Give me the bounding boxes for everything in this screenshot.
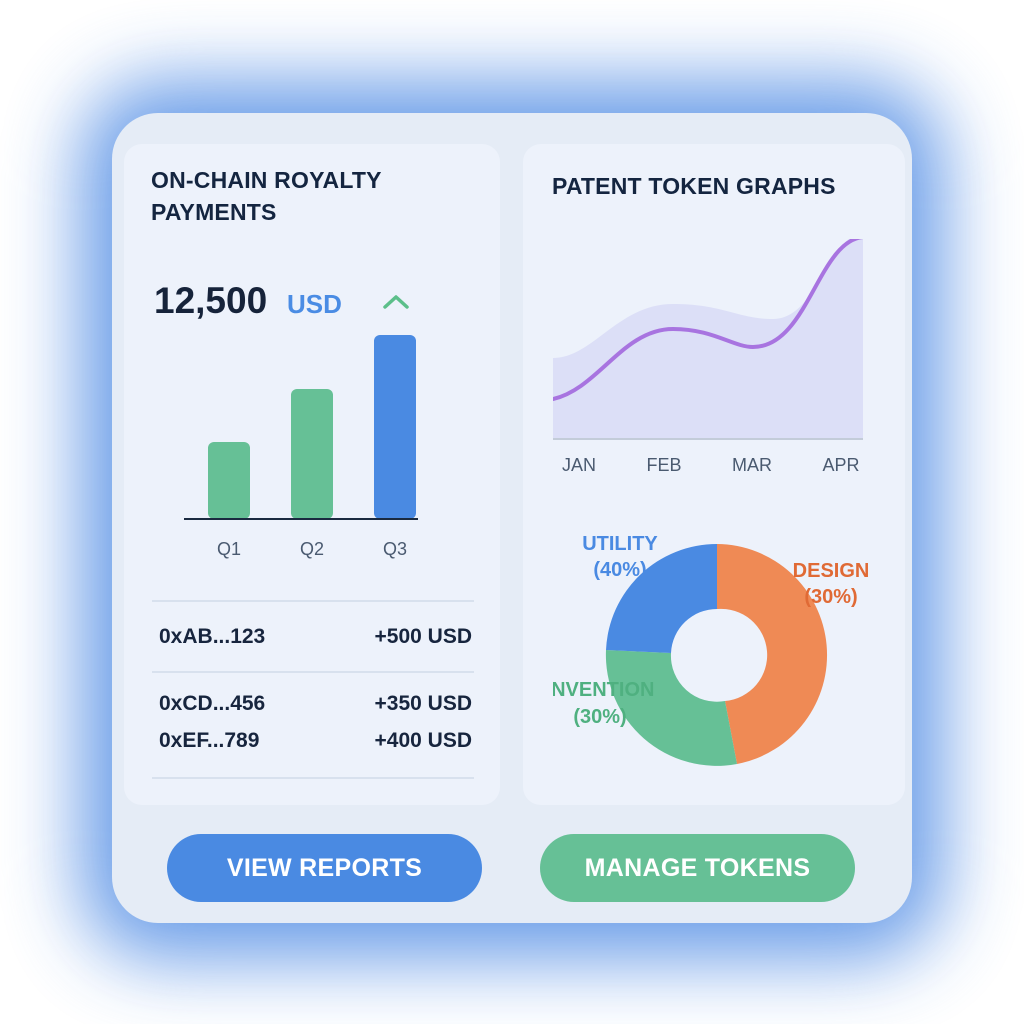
tx-amount: +400 USD: [374, 729, 472, 752]
divider: [152, 600, 474, 602]
label-invention-pct: (30%): [573, 706, 626, 728]
divider: [152, 671, 474, 673]
tx-address: 0xAB...123: [159, 625, 266, 648]
patent-line: [553, 239, 864, 401]
slice-invention: [605, 650, 737, 766]
dashboard-card: ON-CHAIN ROYALTY PAYMENTS 12,500 USD Q1 …: [112, 113, 912, 923]
tx-amount: +500 USD: [374, 625, 472, 648]
tx-amount: +350 USD: [374, 692, 472, 715]
patent-panel: PATENT TOKEN GRAPHS JAN FEB MAR APR UTIL…: [523, 144, 905, 805]
view-reports-button[interactable]: VIEW REPORTS: [167, 834, 482, 902]
transaction-row[interactable]: 0xCD...456 +350 USD: [159, 692, 472, 716]
tx-address: 0xCD...456: [159, 692, 266, 715]
royalty-unit: USD: [287, 289, 342, 319]
label-q2: Q2: [300, 539, 324, 559]
patent-title: PATENT TOKEN GRAPHS: [552, 173, 836, 199]
royalty-bar-chart: Q1 Q2 Q3: [184, 335, 418, 559]
bar-q3: [374, 335, 416, 519]
bar-q1: [208, 442, 250, 519]
royalty-title: ON-CHAIN ROYALTY PAYMENTS: [151, 164, 382, 228]
patent-area-chart: JAN FEB MAR APR: [553, 239, 864, 475]
tx-address: 0xEF...789: [159, 729, 260, 752]
label-q3: Q3: [383, 539, 407, 559]
patent-donut-chart: UTILITY (40%) DESIGN (30%) INVENTION (30…: [553, 533, 870, 766]
royalty-panel: ON-CHAIN ROYALTY PAYMENTS 12,500 USD Q1 …: [124, 144, 500, 805]
royalty-title-line2: PAYMENTS: [151, 199, 277, 225]
slice-utility: [606, 543, 717, 653]
transaction-row[interactable]: 0xAB...123 +500 USD: [159, 625, 472, 649]
divider: [152, 777, 474, 779]
label-apr: APR: [822, 455, 859, 475]
label-utility-pct: (40%): [593, 559, 646, 581]
bar-q2: [291, 389, 333, 519]
label-q1: Q1: [217, 539, 241, 559]
label-jan: JAN: [562, 455, 596, 475]
royalty-total: 12,500: [154, 280, 268, 321]
label-design-pct: (30%): [804, 586, 857, 608]
label-utility: UTILITY: [582, 533, 658, 555]
manage-tokens-button[interactable]: MANAGE TOKENS: [540, 834, 855, 902]
slice-design: [717, 544, 828, 764]
label-invention: INVENTION: [553, 679, 654, 701]
label-mar: MAR: [732, 455, 772, 475]
royalty-title-line1: ON-CHAIN ROYALTY: [151, 167, 382, 193]
label-feb: FEB: [646, 455, 681, 475]
transaction-row[interactable]: 0xEF...789 +400 USD: [159, 729, 472, 753]
label-design: DESIGN: [793, 560, 870, 582]
chevron-up-icon: [383, 295, 409, 309]
